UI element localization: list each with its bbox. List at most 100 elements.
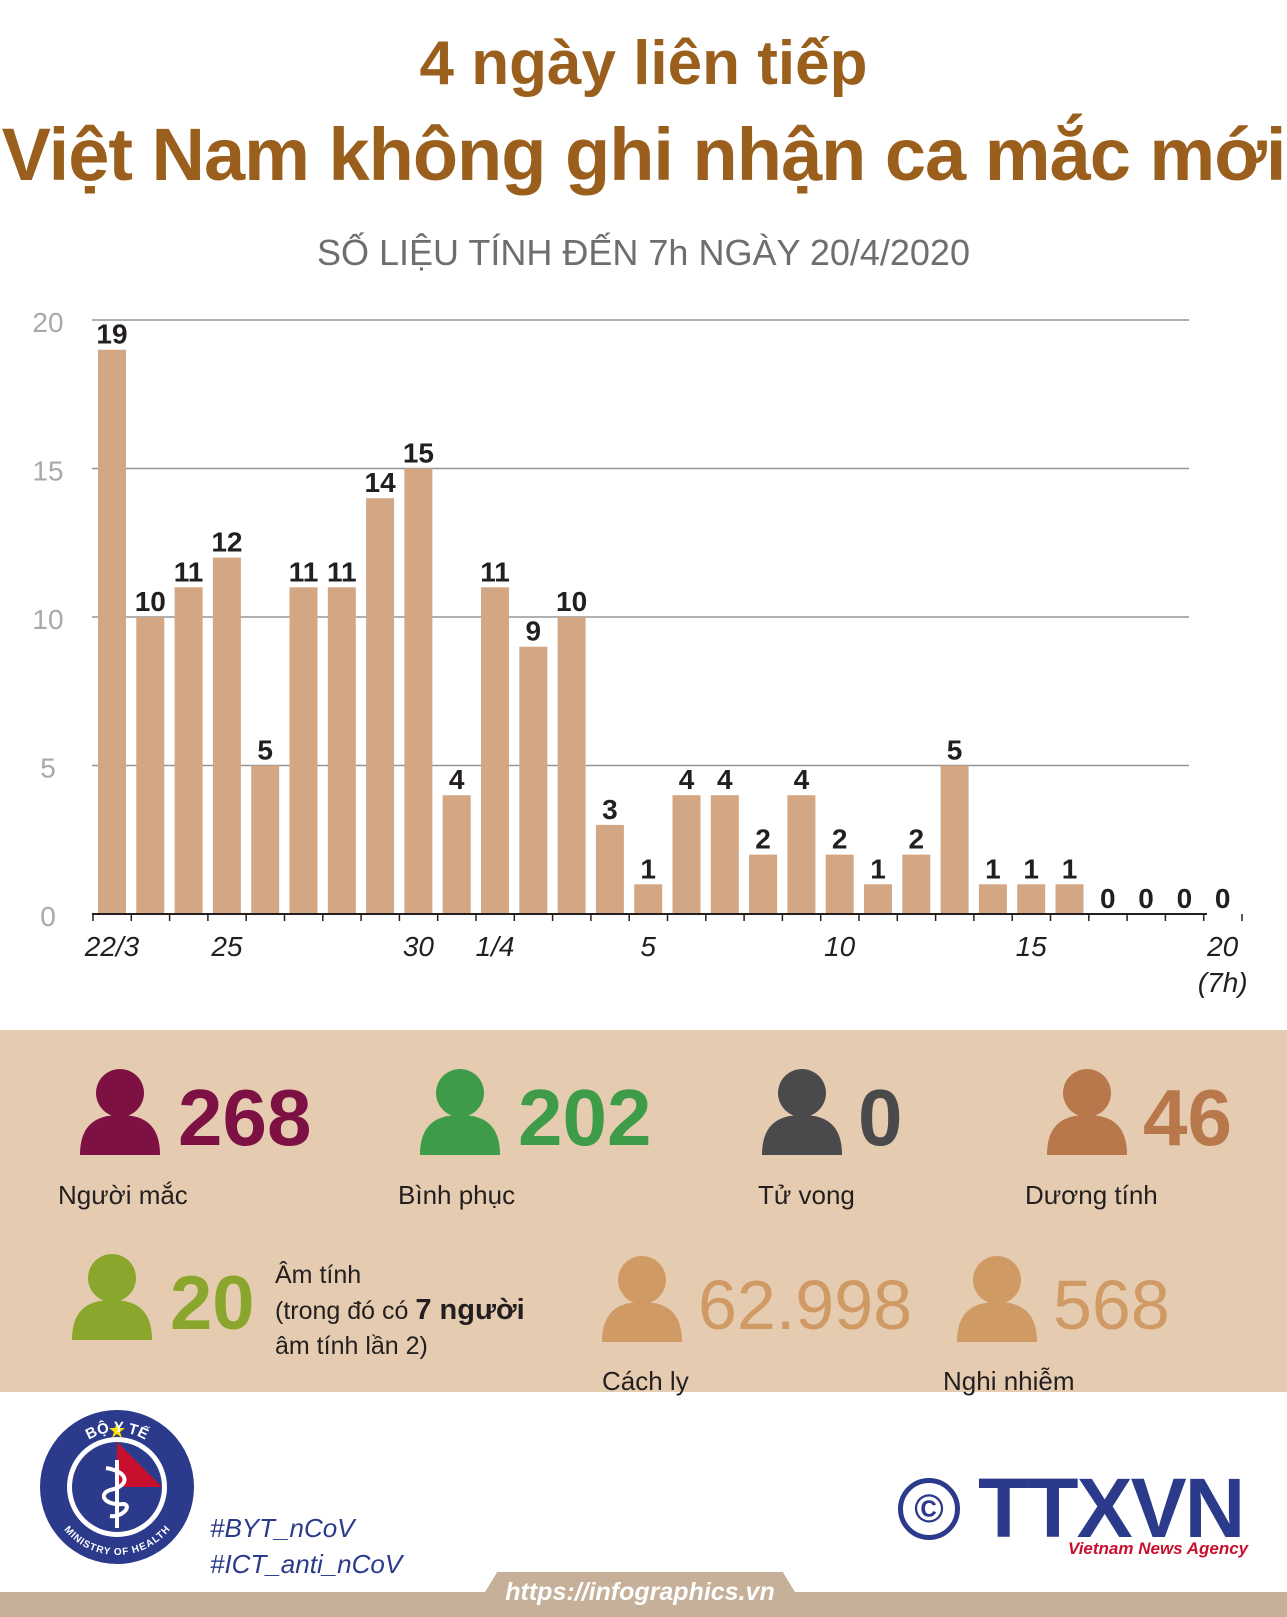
x-tick-label: 5 <box>640 931 656 962</box>
person-icon-deaths <box>762 1069 842 1155</box>
bar-value-label: 11 <box>174 556 204 587</box>
person-head <box>88 1254 136 1302</box>
bar-value-label: 15 <box>403 438 434 469</box>
bar-value-label: 9 <box>526 616 542 647</box>
bar <box>978 884 1007 914</box>
bar-value-label: 10 <box>135 586 166 617</box>
title-line-2: Việt Nam không ghi nhận ca mắc mới <box>1 113 1287 196</box>
stats-panel: 268 Người mắc 202 Bình phục 0 Tử vong 46… <box>0 1030 1287 1396</box>
negative-note-line2: (trong đó có 7 người <box>275 1293 525 1329</box>
serpent-icon <box>101 1466 129 1519</box>
person-icon-recovered <box>420 1069 500 1155</box>
person-body <box>420 1115 500 1155</box>
y-tick-label: 5 <box>40 753 56 784</box>
star-icon <box>109 1422 125 1438</box>
bar-value-label: 1 <box>1062 853 1078 884</box>
quarantine-count: 62.998 <box>698 1266 913 1344</box>
bar-value-label: 12 <box>211 527 242 558</box>
person-body <box>1047 1115 1127 1155</box>
person-icon-infected <box>80 1069 160 1155</box>
bar-value-label: 2 <box>909 824 925 855</box>
person-icon-suspected <box>957 1256 1037 1342</box>
person-head <box>973 1256 1021 1304</box>
negative-note-pre: (trong đó có <box>275 1297 416 1325</box>
bar <box>212 557 241 914</box>
bar-value-label: 4 <box>679 764 695 795</box>
bar <box>902 854 931 914</box>
y-tick-label: 20 <box>32 307 63 338</box>
x-tick-label: 30 <box>403 931 435 962</box>
person-icon-negative <box>72 1254 152 1340</box>
y-tick-label: 10 <box>32 604 63 635</box>
bar-value-label: 0 <box>1215 883 1231 914</box>
vna-tagline: Vietnam News Agency <box>1068 1539 1249 1558</box>
bar-value-label: 4 <box>449 764 465 795</box>
ministry-of-health-logo: BỘ Y TẾ MINISTRY OF HEALTH <box>40 1410 194 1564</box>
x-tick-label: 10 <box>824 931 856 962</box>
website-link[interactable]: https://infographics.vn <box>505 1578 775 1606</box>
bar-value-label: 11 <box>480 556 510 587</box>
bar <box>98 349 126 914</box>
bar <box>481 587 509 914</box>
bar <box>327 587 356 914</box>
bar <box>940 765 969 914</box>
person-icon-positive <box>1047 1069 1127 1155</box>
bar <box>710 795 739 914</box>
bar-value-label: 1 <box>985 853 1001 884</box>
logo-red-segment <box>117 1442 162 1487</box>
hashtag-byt: #BYT_nCoV <box>210 1513 355 1543</box>
bar-value-label: 10 <box>556 586 587 617</box>
person-body <box>957 1302 1037 1342</box>
bar <box>519 646 548 914</box>
recovered-label: Bình phục <box>398 1180 516 1210</box>
person-head <box>96 1069 144 1117</box>
ttxvn-logo: TTXVN <box>978 1461 1245 1555</box>
deaths-label: Tử vong <box>758 1180 855 1210</box>
bar-value-label: 1 <box>640 853 656 884</box>
person-head <box>436 1069 484 1117</box>
x-tick-note: (7h) <box>1198 967 1248 998</box>
bar-value-label: 0 <box>1177 883 1193 914</box>
bar <box>634 884 663 914</box>
x-tick-label: 15 <box>1016 931 1048 962</box>
bar <box>174 587 203 914</box>
negative-note-bold: 7 người <box>415 1294 525 1326</box>
suspected-count: 568 <box>1053 1266 1170 1344</box>
bar <box>1017 884 1046 914</box>
bar-value-label: 2 <box>832 824 848 855</box>
person-body <box>72 1300 152 1340</box>
bar <box>1055 884 1084 914</box>
bar-value-label: 14 <box>365 467 397 498</box>
hashtags: #BYT_nCoV #ICT_anti_nCoV <box>210 1510 402 1582</box>
bar <box>442 795 471 914</box>
positive-label: Dương tính <box>1025 1180 1158 1210</box>
url-tab <box>470 1572 810 1617</box>
person-body <box>602 1302 682 1342</box>
x-tick-label: 1/4 <box>476 931 515 962</box>
y-tick-label: 15 <box>32 456 63 487</box>
bar-value-label: 0 <box>1100 883 1116 914</box>
bar-value-label: 11 <box>289 556 319 587</box>
negative-note: Âm tính (trong đó có 7 người âm tính lần… <box>275 1258 525 1364</box>
bar <box>557 617 586 914</box>
bar <box>787 795 816 914</box>
bar-value-label: 3 <box>602 794 618 825</box>
bar-value-label: 19 <box>96 319 127 350</box>
bar <box>749 854 778 914</box>
person-head <box>778 1069 826 1117</box>
bar-value-label: 11 <box>327 556 357 587</box>
bar <box>864 884 892 914</box>
deaths-count: 0 <box>858 1073 903 1162</box>
infected-count: 268 <box>178 1073 312 1162</box>
bar <box>136 617 165 914</box>
negative-count: 20 <box>170 1261 255 1346</box>
title-line-1: 4 ngày liên tiếp <box>419 29 868 98</box>
recovered-count: 202 <box>518 1073 652 1162</box>
bar-value-label: 2 <box>755 824 771 855</box>
person-head <box>618 1256 666 1304</box>
y-tick-label: 0 <box>40 901 56 932</box>
bar-value-label: 4 <box>717 764 733 795</box>
bar <box>404 468 433 914</box>
negative-note-line3: âm tính lần 2) <box>275 1332 428 1360</box>
